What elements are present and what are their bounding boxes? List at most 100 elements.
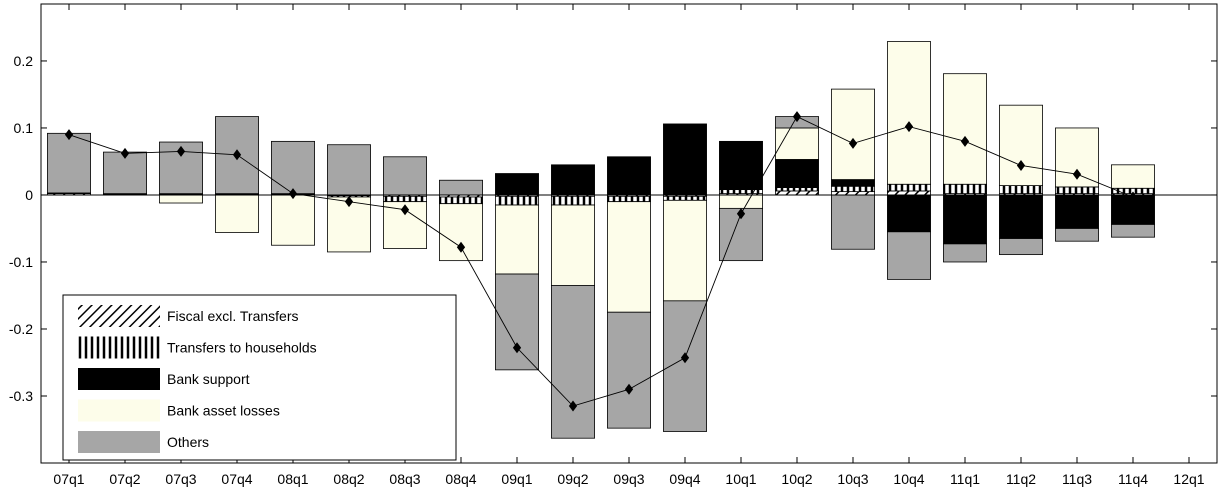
bar-others-08q1 xyxy=(271,140,315,195)
bar-others-08q3 xyxy=(383,156,427,196)
xtick-label: 07q3 xyxy=(165,471,196,487)
bar-bank-asset-losses-07q4 xyxy=(215,194,259,233)
bar-fiscal-excl-transfers-10q3 xyxy=(831,191,875,196)
bar-fiscal-excl-transfers-10q2 xyxy=(775,190,819,196)
marker-total-09q4 xyxy=(680,352,690,364)
bar-transfers-to-households-11q1 xyxy=(943,183,987,195)
bar-bank-support-11q2 xyxy=(999,194,1043,239)
total-line xyxy=(68,115,1134,407)
bar-bank-support-11q3 xyxy=(1055,194,1099,229)
xtick-label: 08q4 xyxy=(445,471,476,487)
marker-total-09q1 xyxy=(512,342,522,354)
bar-transfers-to-households-08q3 xyxy=(383,195,427,203)
xtick-label: 08q3 xyxy=(389,471,420,487)
xtick-label: 11q2 xyxy=(1006,471,1036,487)
bar-bank-support-09q2 xyxy=(551,164,595,196)
bar-others-09q1 xyxy=(495,273,539,371)
ytick-label: 0 xyxy=(25,187,33,203)
xtick-label: 07q2 xyxy=(109,471,140,487)
bar-others-11q1 xyxy=(943,243,987,263)
bar-bank-asset-losses-09q2 xyxy=(551,204,595,286)
legend-swatch-bank-support xyxy=(78,368,160,390)
bar-bank-asset-losses-09q4 xyxy=(663,199,707,302)
bar-bank-support-09q3 xyxy=(607,156,651,196)
xtick-label: 10q2 xyxy=(781,471,812,487)
xtick-label: 11q3 xyxy=(1062,471,1092,487)
xtick-label: 07q4 xyxy=(221,471,252,487)
marker-total-07q1 xyxy=(64,129,74,141)
marker-total-08q4 xyxy=(456,241,466,253)
ytick-label: 0.2 xyxy=(14,53,34,69)
marker-total-08q2 xyxy=(344,196,354,208)
bar-others-11q4 xyxy=(1111,224,1155,238)
marker-total-08q3 xyxy=(400,204,410,216)
bar-others-07q2 xyxy=(103,151,147,195)
legend-swatch-others xyxy=(78,431,160,453)
bar-others-11q3 xyxy=(1055,228,1099,242)
bar-others-09q3 xyxy=(607,311,651,429)
bar-others-10q4 xyxy=(887,231,931,280)
bar-bank-support-10q3 xyxy=(831,179,875,187)
bar-transfers-to-households-10q3 xyxy=(831,185,875,193)
xtick-label: 11q4 xyxy=(1118,471,1148,487)
marker-total-09q3 xyxy=(624,383,634,395)
bar-transfers-to-households-10q2 xyxy=(775,187,819,192)
marker-total-11q2 xyxy=(1016,159,1026,171)
bar-bank-support-10q2 xyxy=(775,159,819,189)
legend-label: Transfers to households xyxy=(167,340,317,356)
ytick-label: -0.1 xyxy=(9,254,33,270)
bar-bank-asset-losses-10q4 xyxy=(887,41,931,185)
marker-total-11q1 xyxy=(960,135,970,147)
bar-transfers-to-households-09q1 xyxy=(495,195,539,206)
bar-transfers-to-households-09q4 xyxy=(663,195,707,201)
bar-others-08q2 xyxy=(327,144,371,196)
xtick-label: 08q1 xyxy=(277,471,308,487)
legend-swatch-bank-asset-losses xyxy=(78,399,160,422)
marker-total-07q2 xyxy=(120,147,130,159)
bar-others-08q4 xyxy=(439,179,483,196)
xtick-label: 08q2 xyxy=(333,471,364,487)
marker-total-11q4 xyxy=(1128,191,1138,203)
legend-label: Bank asset losses xyxy=(167,403,280,419)
bar-bank-asset-losses-10q3 xyxy=(831,88,875,180)
bar-transfers-to-households-09q3 xyxy=(607,195,651,203)
marker-total-10q3 xyxy=(848,137,858,149)
bar-bank-asset-losses-10q1 xyxy=(719,194,763,209)
xtick-label: 12q1 xyxy=(1173,471,1204,487)
bar-bank-support-10q4 xyxy=(887,194,931,233)
bar-bank-asset-losses-09q3 xyxy=(607,201,651,313)
xtick-label: 09q1 xyxy=(501,471,532,487)
total-line-layer xyxy=(64,111,1138,412)
bar-transfers-to-households-11q2 xyxy=(999,185,1043,195)
bar-bank-support-11q1 xyxy=(943,194,987,245)
bar-bank-asset-losses-07q3 xyxy=(159,194,203,204)
bar-bank-asset-losses-08q1 xyxy=(271,194,315,246)
marker-total-11q3 xyxy=(1072,168,1082,180)
xtick-label: 10q1 xyxy=(725,471,756,487)
bar-fiscal-excl-transfers-10q4 xyxy=(887,190,931,196)
xtick-label: 10q3 xyxy=(837,471,868,487)
ytick-label: -0.3 xyxy=(9,388,33,404)
marker-total-07q3 xyxy=(176,145,186,157)
ytick-label: -0.2 xyxy=(9,321,33,337)
bar-bank-support-09q1 xyxy=(495,173,539,196)
bar-bank-support-09q4 xyxy=(663,123,707,196)
xtick-label: 09q2 xyxy=(557,471,588,487)
legend-label: Others xyxy=(167,434,209,450)
xtick-label: 11q1 xyxy=(950,471,980,487)
bar-others-11q2 xyxy=(999,238,1043,256)
marker-total-10q4 xyxy=(904,121,914,133)
legend-label: Bank support xyxy=(167,371,250,387)
bar-bank-support-10q1 xyxy=(719,140,763,191)
legend-swatch-transfers-to-households xyxy=(78,336,160,359)
xtick-label: 09q3 xyxy=(613,471,644,487)
legend-swatch-fiscal-excl-transfers xyxy=(78,305,160,327)
bar-others-09q2 xyxy=(551,285,595,439)
bar-transfers-to-households-11q3 xyxy=(1055,186,1099,195)
bar-transfers-to-households-10q4 xyxy=(887,183,931,192)
marker-total-09q2 xyxy=(568,400,578,412)
bar-transfers-to-households-08q4 xyxy=(439,196,483,205)
bar-bank-asset-losses-11q1 xyxy=(943,73,987,185)
bar-transfers-to-households-10q1 xyxy=(719,189,763,195)
